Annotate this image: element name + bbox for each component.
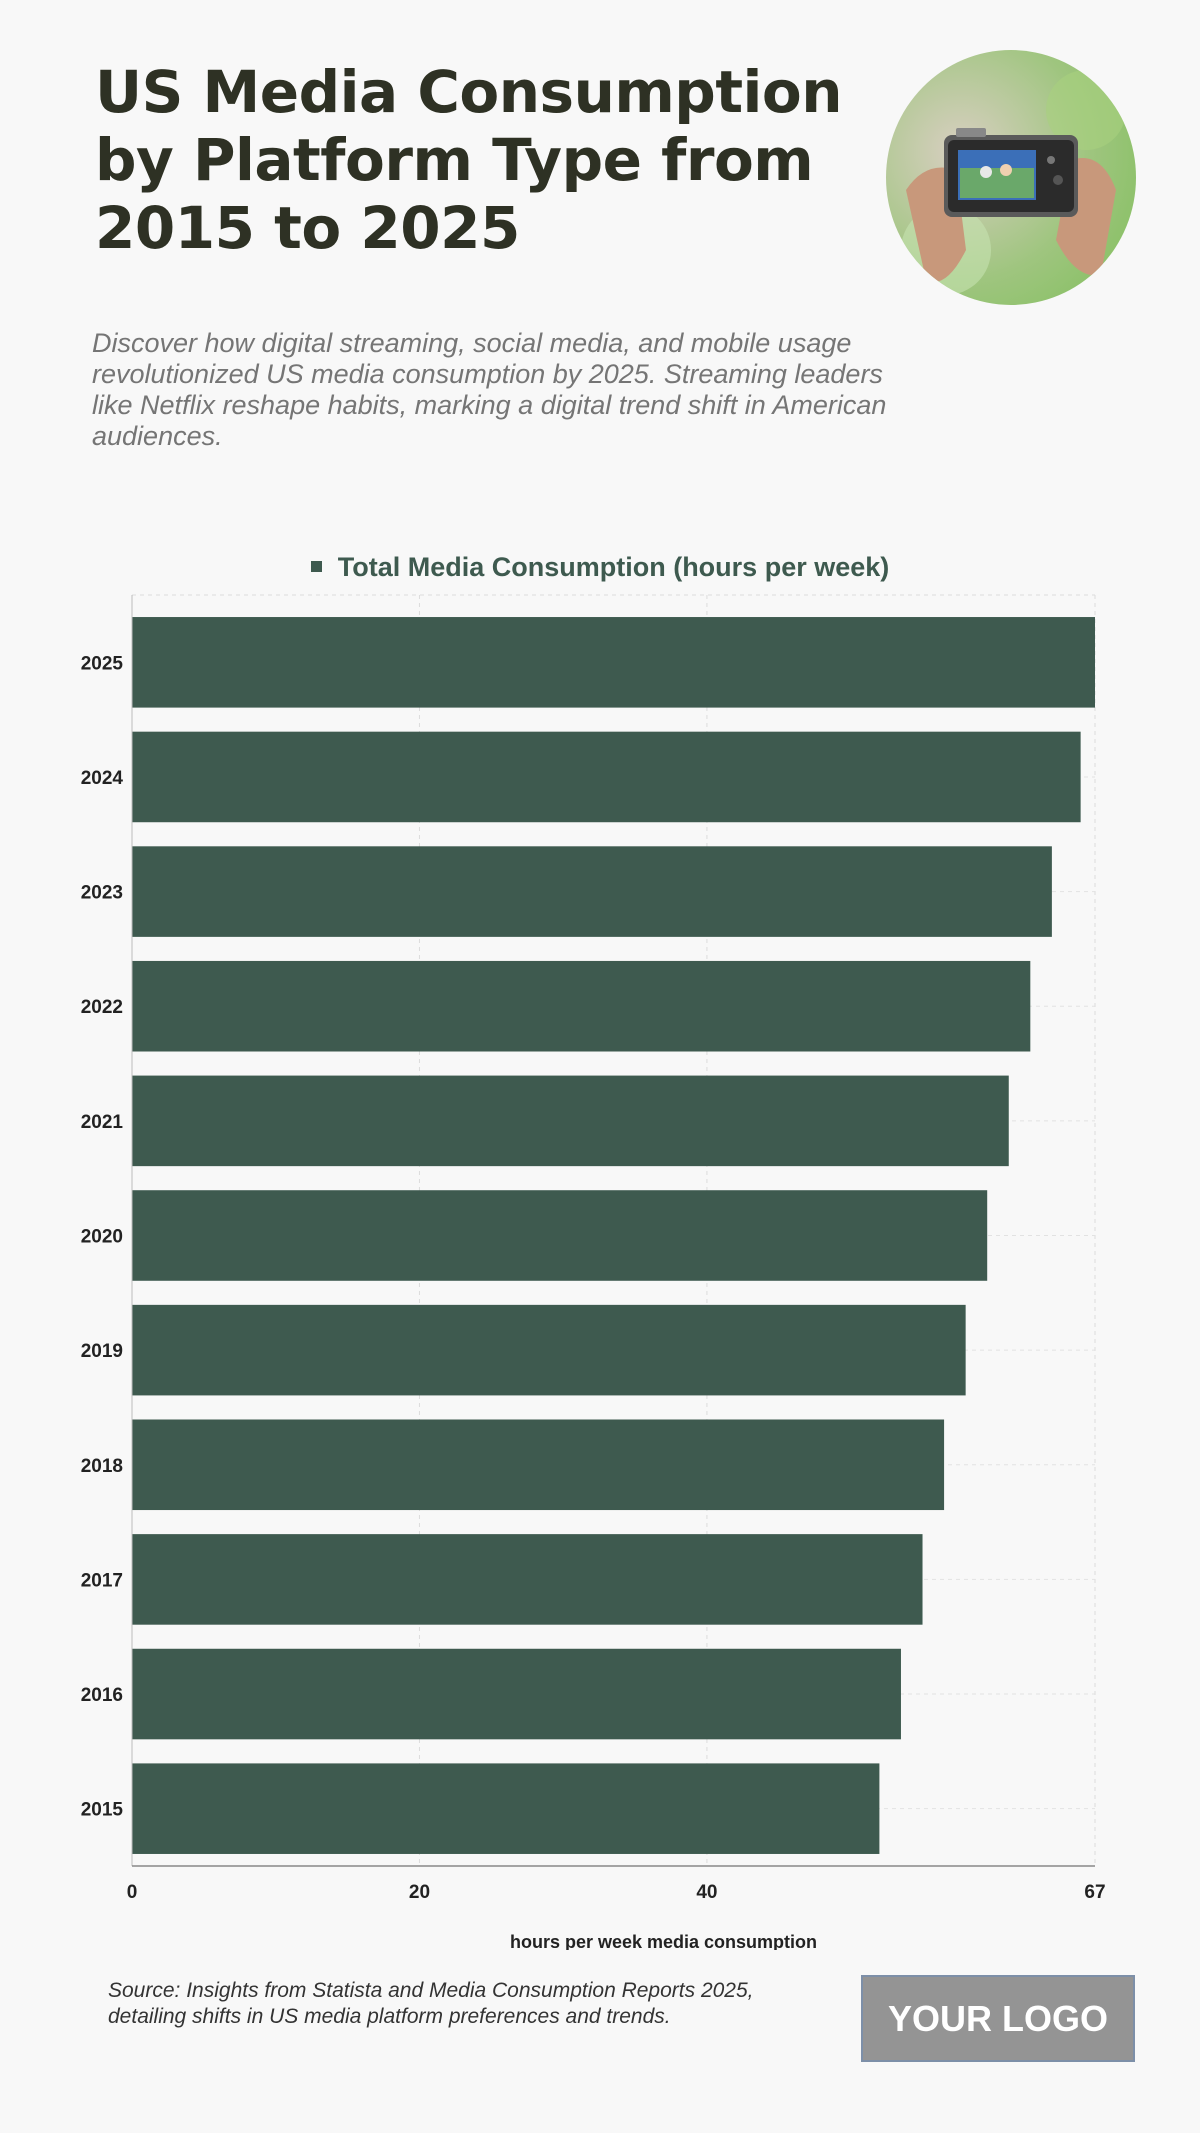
source-note: Source: Insights from Statista and Media… xyxy=(108,1979,754,2028)
category-label: 2016 xyxy=(81,1685,123,1706)
x-tick-label: 67 xyxy=(1084,1882,1105,1903)
category-label: 2022 xyxy=(81,997,123,1018)
category-label: 2023 xyxy=(81,883,123,904)
category-label: 2015 xyxy=(81,1800,124,1821)
bar xyxy=(132,960,1031,1052)
legend-label: Total Media Consumption (hours per week) xyxy=(337,552,890,582)
page-title: US Media Consumption by Platform Type fr… xyxy=(95,58,843,262)
category-label: 2019 xyxy=(81,1341,123,1362)
category-label: 2024 xyxy=(81,768,124,789)
bar xyxy=(132,1190,988,1281)
x-axis-title: hours per week media consumption xyxy=(510,1932,817,1950)
bar xyxy=(132,846,1052,937)
category-label: 2020 xyxy=(81,1227,123,1248)
bar xyxy=(132,1304,966,1396)
x-tick-label: 40 xyxy=(696,1882,717,1903)
chart-legend: Total Media Consumption (hours per week) xyxy=(0,552,1200,583)
bar xyxy=(132,1763,880,1854)
logo-placeholder: YOUR LOGO xyxy=(861,1975,1135,2062)
x-tick-label: 20 xyxy=(409,1882,430,1903)
category-label: 2018 xyxy=(81,1456,123,1477)
category-label: 2021 xyxy=(81,1112,124,1133)
bar xyxy=(132,1648,901,1740)
bar xyxy=(132,1419,945,1511)
bar xyxy=(132,1534,923,1625)
bar xyxy=(132,617,1095,708)
legend-swatch xyxy=(310,561,322,572)
camera-photo-image xyxy=(886,50,1136,305)
x-tick-label: 0 xyxy=(127,1882,138,1903)
category-label: 2017 xyxy=(81,1570,123,1591)
bar xyxy=(132,731,1081,823)
bar-chart: 2025 2024 2023 2022 2021 2020 2019 2018 2017 2016… xyxy=(81,594,1106,1950)
page-subtitle: Discover how digital streaming, social m… xyxy=(92,328,887,451)
category-label: 2025 xyxy=(81,653,124,674)
bar xyxy=(132,1075,1009,1167)
